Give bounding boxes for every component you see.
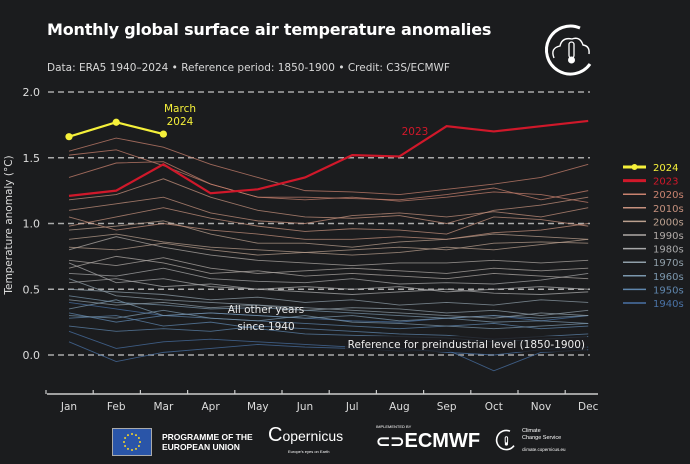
legend-marker-2024 [631, 164, 638, 170]
ecmwf-implemented: IMPLEMENTED BY [376, 424, 412, 429]
footer-logos: PROGRAMME OF THE EUROPEAN UNION Copernic… [0, 420, 690, 464]
x-tick-label: Nov [531, 401, 552, 413]
eu-star [124, 445, 127, 447]
eu-star [137, 445, 140, 447]
annotation-other-years: All other years [228, 304, 305, 316]
ecmwf-logo: IMPLEMENTED BY ⊂⊃ECMWF [376, 424, 481, 452]
legend-label-2000s: 2000s [653, 217, 684, 228]
reference-label-bg [345, 336, 587, 352]
x-tick-label: Jan [60, 401, 77, 413]
annotation-march-2024: March [164, 103, 196, 115]
eu-star [123, 441, 125, 443]
y-axis-label: Temperature anomaly (°C) [3, 155, 15, 295]
series-line-2010s [68, 196, 589, 224]
c3s-url: climate.copernicus.eu [522, 447, 566, 452]
x-tick-label: Oct [485, 401, 503, 413]
x-tick-label: Jul [345, 401, 359, 413]
series-line-1970s [68, 288, 589, 306]
eu-star [124, 437, 127, 439]
copernicus-tagline: Europe's eyes on Earth [288, 449, 330, 454]
legend-label-1990s: 1990s [653, 231, 684, 242]
eu-star [127, 447, 129, 450]
eu-flag-icon [112, 428, 152, 456]
series-line-1960s [68, 299, 589, 324]
c3s-line1: Climate [522, 428, 541, 434]
legend-label-1970s: 1970s [653, 258, 684, 269]
annotation-other-years: since 1940 [237, 321, 294, 333]
annotation-march-2024: 2024 [167, 116, 194, 128]
cloud-thermometer-icon [544, 24, 592, 76]
eu-star [135, 434, 137, 437]
point-2024 [112, 118, 120, 126]
point-2024 [159, 130, 167, 138]
ecmwf-text: ECMWF [404, 430, 481, 452]
y-tick-label: 0.0 [23, 349, 41, 362]
series-line-2020s [68, 137, 589, 196]
copernicus-text: opernicus [282, 428, 344, 444]
legend-label-2024: 2024 [653, 163, 678, 174]
x-tick-label: Apr [202, 401, 221, 413]
series-line-1940s [68, 330, 589, 356]
legend-label-2010s: 2010s [653, 204, 684, 215]
series-line-2000s [68, 238, 589, 256]
series-line-1940s [68, 341, 589, 372]
c3s-line2: Change Service [522, 435, 562, 441]
series-line-1980s [68, 267, 589, 285]
c3s-icon [495, 429, 515, 451]
series-line-1990s [68, 236, 589, 267]
x-tick-label: May [247, 401, 269, 413]
chart: 0.0 0.5 1.0 1.5 2.0 Temperature anomaly (°C) J… [3, 86, 684, 413]
point-2024 [65, 133, 73, 141]
series-line-2020s [68, 149, 589, 201]
series-line-2000s [68, 233, 589, 253]
eu-label-line2: EUROPEAN UNION [162, 442, 240, 452]
eu-star [127, 434, 129, 437]
annotation-2023: 2023 [402, 126, 429, 138]
series-line-1960s [68, 309, 589, 330]
eu-star [131, 433, 133, 435]
copernicus-logo: Copernicus Europe's eyes on Earth [268, 424, 344, 454]
series-line-1990s [68, 255, 589, 280]
y-tick-label: 0.5 [23, 283, 41, 296]
x-tick-label: Jun [296, 401, 313, 413]
series-line-2023 [68, 119, 589, 197]
series-line-1970s [68, 278, 589, 319]
y-tick-label: 2.0 [23, 86, 41, 99]
x-tick-label: Sep [437, 401, 457, 413]
series-line-2010s [68, 216, 589, 240]
x-tick-label: Aug [389, 401, 410, 413]
legend-label-2023: 2023 [653, 177, 678, 188]
annotation-reference: Reference for preindustrial level (1850-… [348, 339, 585, 351]
legend-label-1950s: 1950s [653, 285, 684, 296]
chart-title: Monthly global surface air temperature a… [47, 20, 492, 39]
series-line-1990s [68, 257, 589, 274]
series-line-2020s [68, 161, 589, 203]
series-line-1980s [68, 278, 589, 293]
x-tick-label: Feb [107, 401, 126, 413]
series-line-2010s [68, 207, 589, 235]
x-tick-label: Dec [578, 401, 599, 413]
legend-label-2020s: 2020s [653, 190, 684, 201]
y-tick-label: 1.0 [23, 218, 41, 231]
eu-star [139, 441, 141, 443]
eu-star [135, 447, 137, 450]
eu-star [131, 449, 133, 451]
legend-label-1980s: 1980s [653, 245, 684, 256]
series-line-1960s [68, 295, 589, 319]
eu-label-line1: PROGRAMME OF THE [162, 432, 253, 442]
series-line-2000s [68, 220, 589, 248]
series-line-1950s [68, 312, 589, 330]
x-tick-label: Mar [153, 401, 173, 413]
series-line-2010s [68, 178, 589, 224]
eu-star [137, 437, 140, 439]
legend-label-1960s: 1960s [653, 272, 684, 283]
chart-subtitle: Data: ERA5 1940–2024 • Reference period:… [47, 62, 450, 74]
y-tick-label: 1.5 [23, 152, 41, 165]
legend-label-1940s: 1940s [653, 299, 684, 310]
series-line-1980s [68, 262, 589, 295]
